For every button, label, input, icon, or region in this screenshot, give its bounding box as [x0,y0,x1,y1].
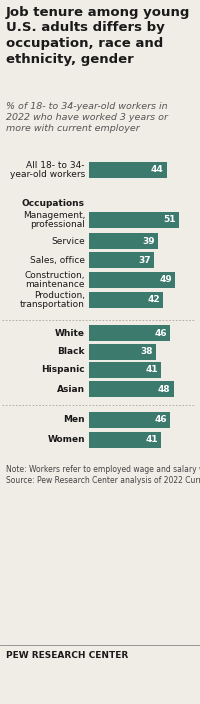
Text: White: White [55,329,85,337]
Text: Construction,
maintenance: Construction, maintenance [24,270,85,289]
Text: 46: 46 [155,329,167,337]
Text: Management,
professional: Management, professional [23,210,85,230]
Text: Sales, office: Sales, office [30,256,85,265]
Bar [89,272,175,288]
Text: 42: 42 [147,296,160,305]
Text: Men: Men [63,415,85,425]
Text: Production,
transportation: Production, transportation [20,291,85,309]
Text: Job tenure among young
U.S. adults differs by
occupation, race and
ethnicity, ge: Job tenure among young U.S. adults diffe… [6,6,190,65]
Text: 46: 46 [155,415,167,425]
Text: Asian: Asian [57,384,85,394]
Text: 48: 48 [158,384,171,394]
Bar [89,363,161,378]
Bar [89,162,167,177]
Bar [89,413,170,428]
Bar [89,344,156,360]
Text: 37: 37 [139,256,151,265]
Text: 38: 38 [141,348,153,356]
Bar [89,233,158,249]
Text: Hispanic: Hispanic [41,365,85,375]
Text: 51: 51 [163,215,176,225]
Text: Note: Workers refer to employed wage and salary workers. The self-employed are n: Note: Workers refer to employed wage and… [6,465,200,486]
Text: Occupations: Occupations [22,199,85,208]
Text: 41: 41 [146,365,158,375]
Text: Service: Service [51,237,85,246]
Text: Black: Black [58,348,85,356]
Text: Women: Women [47,436,85,444]
Bar [89,432,161,448]
Text: All 18- to 34-
year-old workers: All 18- to 34- year-old workers [10,161,85,180]
Text: 39: 39 [142,237,155,246]
Bar [89,213,179,228]
Bar [89,325,170,341]
Text: PEW RESEARCH CENTER: PEW RESEARCH CENTER [6,651,128,660]
Text: % of 18- to 34-year-old workers in
2022 who have worked 3 years or
more with cur: % of 18- to 34-year-old workers in 2022 … [6,102,168,133]
Bar [89,252,154,268]
Text: 41: 41 [146,436,158,444]
Text: 44: 44 [151,165,164,175]
Bar [89,382,174,397]
Text: 49: 49 [160,275,172,284]
Bar [89,292,163,308]
